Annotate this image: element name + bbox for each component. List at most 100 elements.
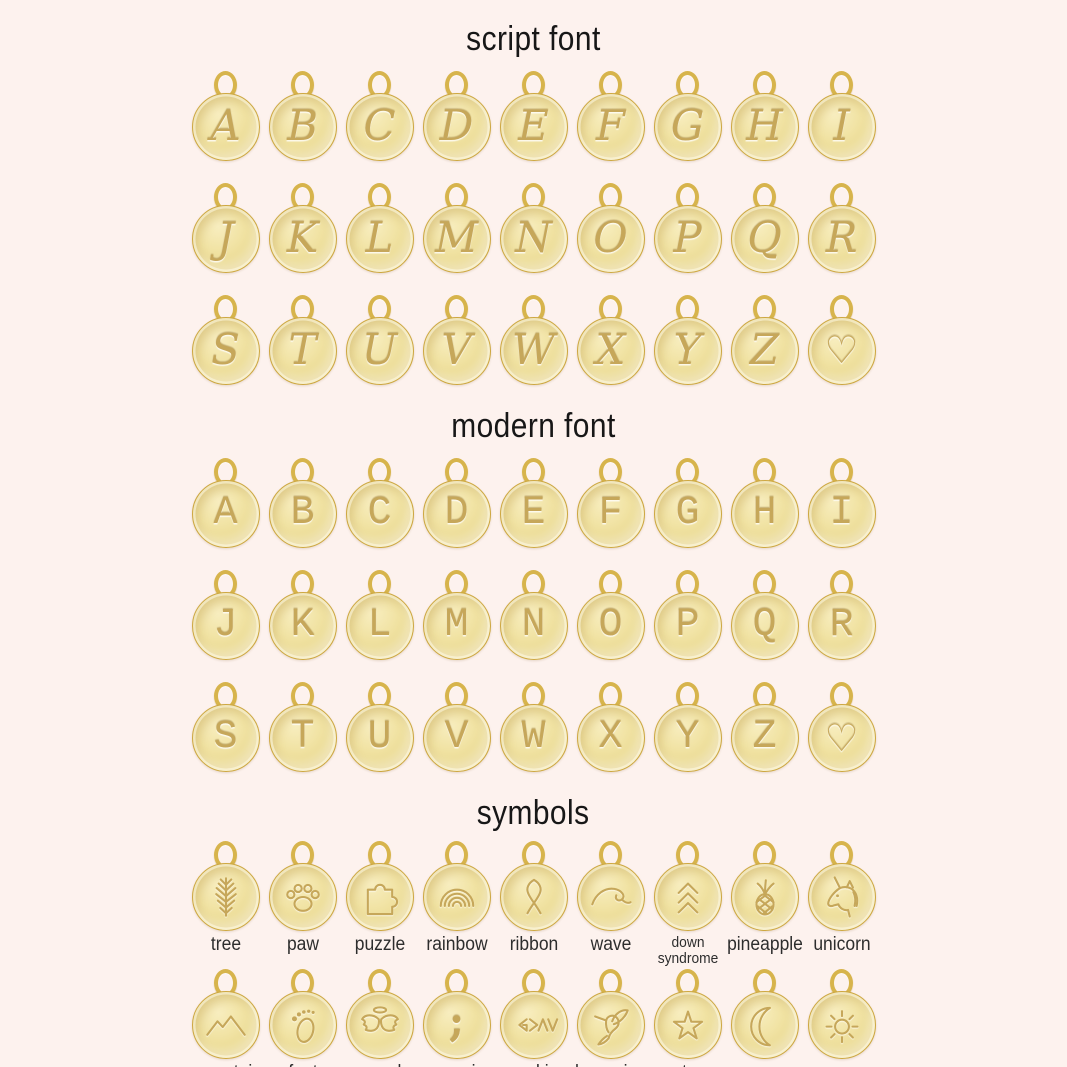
charm-modern-r: R [803,570,880,660]
charm-disc [807,863,876,931]
modern-row-3: S T U V W X Y Z ♡ [0,682,1067,772]
charm-disc [730,863,799,931]
symbol-label-foot: foot [255,1062,351,1067]
letter-engraving: O [598,603,623,648]
charm-modern-x: X [572,682,649,772]
charm-disc [653,990,722,1059]
modern-row-1: A B C D E F G H I [0,458,1067,548]
charm-modern-d: D [418,458,495,548]
section-script-font: script font A B C D E F G H I J K L M N O P Q R S T U V W X Y Z ♡ [0,20,1067,385]
charm-modern-heart: ♡ [803,682,880,772]
letter-engraving: J [217,212,234,262]
charm-disc: O [576,592,645,660]
charm-disc [730,990,799,1059]
down-syndrome-icon [677,882,698,914]
symbol-label-semi-colon: semi colon [409,1062,505,1067]
heart-engraving: ♡ [824,327,859,372]
letter-engraving: F [595,100,626,150]
charm-disc: H [730,93,799,161]
charm-disc: Q [730,205,799,273]
charm-symbol-paw: paw [264,841,341,967]
charm-symbol-angel-wings: angel wings [341,968,418,1067]
letter-engraving: K [286,212,319,262]
charm-modern-c: C [341,458,418,548]
letter-engraving: R [829,603,854,648]
charm-disc: A [191,480,260,548]
symbol-label-puzzle: puzzle [354,934,405,955]
symbol-label-down-syndrome: down syndrome [657,934,718,967]
letter-engraving: Q [752,603,777,648]
letter-engraving: T [290,715,315,760]
charm-symbol-wave: wave [572,841,649,967]
letter-engraving: J [213,603,238,648]
charm-disc: T [268,704,337,772]
charm-script-m: M [418,183,495,273]
letter-engraving: Q [747,212,782,262]
letter-engraving: V [444,715,469,760]
letter-engraving: O [593,212,628,262]
paw-icon [285,883,320,912]
symbols-row-1: tree paw puzzle rainbow ribbon wave down syndr… [0,841,1067,967]
script-row-3: S T U V W X Y Z ♡ [0,295,1067,385]
charm-disc: Y [653,317,722,385]
angel-wings-icon [360,1005,399,1032]
letter-engraving: I [833,100,850,150]
charm-script-t: T [264,295,341,385]
letter-engraving: K [290,603,315,648]
ribbon-icon [525,878,542,915]
charm-script-w: W [495,295,572,385]
charm-symbol-god-is-greater: god is greater [495,968,572,1067]
charm-script-k: K [264,183,341,273]
charm-script-i: I [803,71,880,161]
charm-disc [422,863,491,931]
letter-engraving: H [746,100,783,150]
charm-disc: B [268,93,337,161]
charm-script-c: C [341,71,418,161]
charm-script-l: L [341,183,418,273]
letter-engraving: M [434,212,478,262]
letter-engraving: N [521,603,546,648]
letter-engraving: U [361,324,398,374]
symbols-title: symbols [0,794,1067,833]
symbol-label-moon: moon [717,1062,813,1067]
symbol-charms: tree paw puzzle rainbow ribbon wave down syndr… [0,841,1067,1067]
charm-modern-w: W [495,682,572,772]
symbol-label-tree: tree [210,934,241,955]
charm-modern-b: B [264,458,341,548]
letter-engraving: W [511,324,556,374]
letter-engraving: G [675,491,700,536]
charm-disc: D [422,480,491,548]
letter-engraving: M [444,603,469,648]
charm-disc: G [653,480,722,548]
symbol-label-sun: sun [794,1062,890,1067]
symbols-title-text: symbols [477,794,590,832]
charm-modern-t: T [264,682,341,772]
charm-script-f: F [572,71,649,161]
charm-disc: H [730,480,799,548]
letter-engraving: R [825,212,858,262]
letter-engraving: X [598,715,623,760]
charm-script-z: Z [726,295,803,385]
letter-engraving: A [210,100,241,150]
charm-disc: P [653,592,722,660]
charm-disc [345,990,414,1059]
symbol-label-pineapple: pineapple [726,934,803,955]
letter-engraving: W [521,715,546,760]
heart-engraving: ♡ [824,716,859,760]
charm-script-d: D [418,71,495,161]
letter-engraving: Y [673,324,702,374]
charm-disc: R [807,592,876,660]
charm-modern-m: M [418,570,495,660]
charm-modern-q: Q [726,570,803,660]
letter-engraving: D [439,100,474,150]
letter-engraving: Z [752,715,777,760]
charm-script-p: P [649,183,726,273]
charm-script-e: E [495,71,572,161]
symbol-label-wave: wave [590,934,631,955]
charm-disc: S [191,704,260,772]
charm-modern-v: V [418,682,495,772]
charm-modern-z: Z [726,682,803,772]
charm-script-s: S [187,295,264,385]
letter-engraving: P [675,603,700,648]
